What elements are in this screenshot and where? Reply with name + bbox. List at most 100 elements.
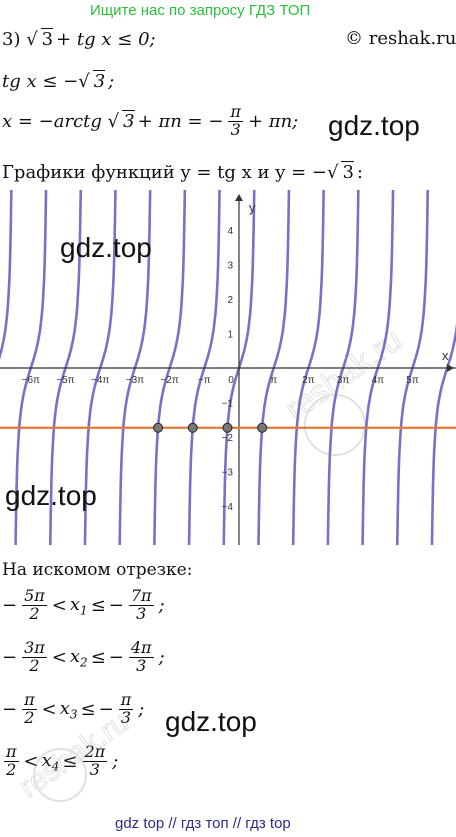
graph-caption: Графики функций y = tg x и y = −√ 3:: [2, 161, 363, 183]
le-sign: ≤: [80, 698, 96, 720]
y-axis-label: y: [249, 200, 256, 215]
lt-sign: <: [41, 698, 57, 720]
lt-sign: <: [51, 594, 67, 616]
range-row-2: −3π 2 < x2 ≤ −4π 3;: [2, 638, 165, 675]
upper-bound: 2π 3: [82, 742, 108, 779]
range-row-4: π 2 < x4 ≤2π 3;: [2, 742, 119, 779]
y-tick-label: −3: [222, 468, 234, 479]
x-tick-label: −3π: [126, 375, 144, 386]
eq2-radicand: 3: [92, 70, 106, 92]
eq1-prefix: 3) √: [2, 28, 38, 50]
variable: x4: [41, 749, 60, 774]
semicolon: ;: [158, 646, 165, 668]
lower-bound-den: 2: [24, 707, 35, 727]
eq3-radicand: 3: [122, 110, 135, 133]
equation-1: 3) √ 3 + tg x ≤ 0;: [2, 28, 156, 50]
tangent-graph: −6π −5π −4π −3π −2π −π 0 π 2π 3π 4π 5π 4 3 2 1 −1 −2 −3 −4 x…: [0, 190, 456, 545]
y-tick-label: 3: [227, 261, 233, 272]
variable-index: 2: [80, 655, 88, 670]
eq1-radicand: 3: [40, 28, 54, 50]
intersection-point: [257, 422, 268, 433]
upper-sign: −: [108, 646, 124, 668]
y-axis-arrow: [235, 194, 243, 201]
intersection-point: [222, 422, 233, 433]
caption-radicand: 3: [341, 161, 354, 183]
upper-bound-num: 2π: [82, 742, 108, 762]
lower-bound-den: 2: [29, 603, 40, 623]
eq3-den: 3: [230, 119, 241, 139]
y-tick-label: −2: [222, 433, 234, 444]
x-tick-label: 0: [228, 375, 234, 386]
lower-bound-num: 3π: [22, 638, 47, 658]
semicolon: ;: [112, 750, 119, 772]
lower-bound-den: 2: [29, 655, 40, 675]
lower-bound-num: π: [22, 690, 37, 710]
upper-bound-den: 3: [89, 759, 100, 779]
eq2-end: ;: [108, 70, 115, 92]
lower-bound-den: 2: [6, 759, 17, 779]
watermark-text: reshak.ru: [278, 321, 408, 427]
x-axis-label: x: [442, 348, 449, 363]
lower-bound: 5π 2: [22, 586, 47, 623]
y-tick-label: −1: [222, 399, 234, 410]
upper-bound-num: 7π: [128, 586, 154, 606]
intersection-points: [153, 422, 268, 433]
lower-sign: −: [2, 698, 18, 720]
eq2-text: tg x ≤ −√: [2, 70, 90, 92]
range-row-1: −5π 2 < x1 ≤ −7π 3;: [2, 586, 165, 623]
x-tick-label: 3π: [337, 375, 350, 386]
watermark-circle-2: [33, 748, 87, 802]
upper-bound-num: π: [118, 690, 134, 710]
lower-bound-num: 5π: [22, 586, 47, 606]
x-tick-label: −6π: [22, 375, 40, 386]
lower-sign: −: [2, 646, 18, 668]
intersection-point: [187, 422, 198, 433]
upper-bound: 4π 3: [128, 638, 154, 675]
watermark-text-2: reshak.ru: [13, 705, 134, 804]
lower-bound-num: π: [4, 742, 19, 762]
copyright-notice: © reshak.ru: [345, 28, 456, 49]
equation-3: x = −arctg √ 3 + πn = − π 3 + πn;: [2, 102, 299, 139]
semicolon: ;: [158, 594, 165, 616]
lt-sign: <: [51, 646, 67, 668]
watermark-graphic: reshak.ru: [13, 705, 135, 805]
variable: x1: [69, 593, 88, 618]
upper-bound-den: 3: [120, 707, 132, 727]
variable-index: 1: [80, 603, 88, 618]
upper-sign: −: [98, 698, 114, 720]
reshak-watermark-2: reshak.ru: [0, 680, 160, 824]
x-tick-label: π: [270, 375, 277, 386]
x-tick-label: −π: [198, 375, 211, 386]
y-tick-label: 1: [227, 330, 233, 341]
upper-bound-num: 4π: [128, 638, 154, 658]
upper-sign: −: [108, 594, 124, 616]
upper-bound-den: 3: [136, 603, 147, 623]
eq1-rest: + tg x ≤ 0;: [56, 28, 156, 50]
eq3-end: + πn;: [247, 110, 299, 132]
le-sign: ≤: [90, 646, 106, 668]
x-tick-label: 2π: [302, 375, 315, 386]
x-axis-arrow: [447, 364, 454, 372]
eq3-num: π: [228, 102, 243, 122]
watermark-3: gdz.top: [5, 480, 97, 511]
y-tick-label: 2: [227, 295, 233, 306]
answer-heading: На искомом отрезке:: [2, 560, 193, 580]
intersection-point: [153, 422, 164, 433]
lt-sign: <: [23, 750, 39, 772]
reshak-watermark: reshak.ru: [278, 321, 409, 456]
site-banner: Ищите нас по запросу ГДЗ ТОП: [90, 2, 311, 19]
watermark-4: gdz.top: [165, 706, 257, 737]
lower-sign: −: [2, 594, 18, 616]
footer-links: gdz top // гдз топ // гдз top: [115, 815, 291, 832]
caption-end: :: [356, 161, 363, 183]
watermark-1: gdz.top: [328, 110, 420, 141]
x-tick-label: −4π: [91, 375, 109, 386]
eq3-lhs: x = −arctg √: [2, 110, 120, 132]
tan-branch: [0, 190, 13, 360]
axis-labels: −6π −5π −4π −3π −2π −π 0 π 2π 3π 4π 5π 4 3 2 1 −1 −2 −3 −4 x…: [22, 200, 449, 513]
y-tick-label: 4: [227, 226, 233, 237]
equation-2: tg x ≤ −√ 3;: [2, 70, 114, 92]
range-row-3: − π 2 < x3 ≤ − π 3;: [2, 690, 144, 727]
